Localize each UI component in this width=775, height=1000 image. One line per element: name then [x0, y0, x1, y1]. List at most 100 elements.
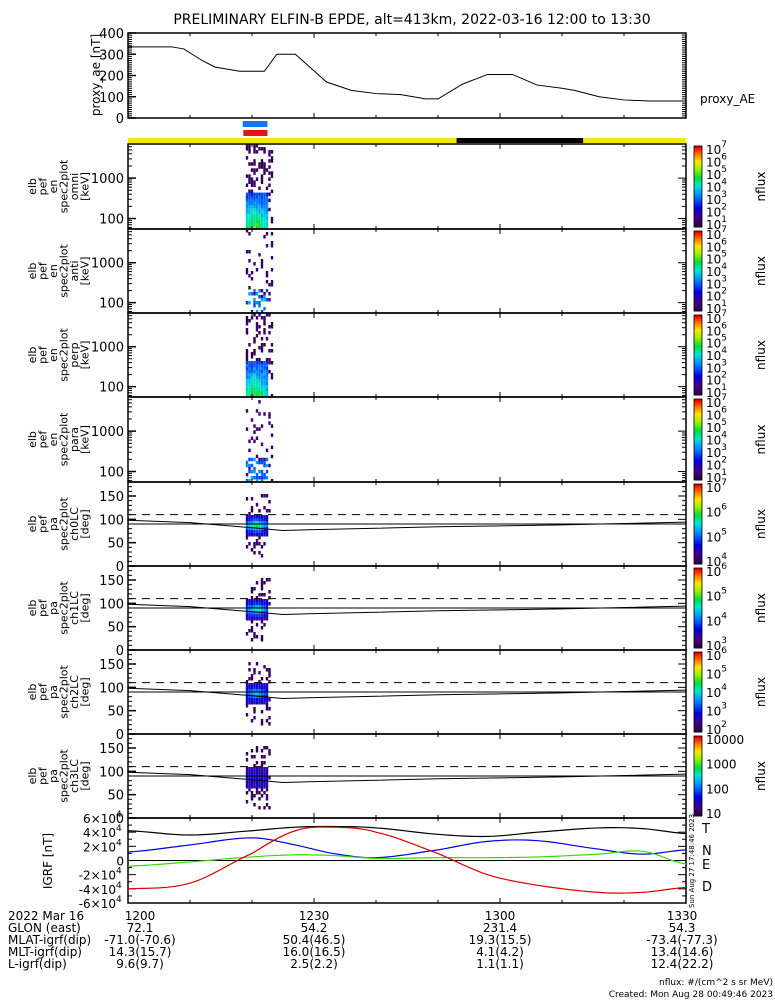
heatmap-cell	[263, 195, 266, 200]
colorbar-segment	[694, 684, 702, 687]
colorbar-tick-exponent: 4	[721, 611, 727, 621]
colorbar-segment	[694, 271, 702, 274]
y-axis-label-line: pa	[47, 517, 60, 531]
colorbar-segment	[694, 780, 702, 783]
y-tick-label: 100	[99, 681, 124, 696]
heatmap-cell	[268, 671, 271, 675]
colorbar-segment	[694, 449, 702, 453]
heatmap-cell	[263, 207, 266, 212]
heatmap-cell	[258, 253, 261, 257]
colorbar-segment	[694, 363, 702, 366]
heatmap-cell	[248, 611, 251, 615]
colorbar-segment	[694, 323, 702, 326]
colorbar-segment	[694, 349, 702, 352]
colorbar-segment	[694, 672, 702, 675]
heatmap-cell	[260, 677, 264, 681]
heatmap-cell	[270, 325, 274, 329]
heatmap-cell	[248, 542, 251, 546]
heatmap-cell	[263, 698, 266, 702]
heatmap-cell	[250, 352, 254, 356]
y-tick-label: 400	[99, 27, 124, 42]
y-axis-label-line: elb	[26, 768, 39, 785]
heatmap-cell	[260, 475, 264, 480]
panel-frame	[127, 228, 687, 314]
heatmap-cell	[263, 165, 266, 169]
heatmap-cell	[263, 665, 266, 669]
colorbar-segment	[694, 461, 702, 465]
heatmap-cell	[248, 364, 251, 368]
heatmap-cell	[265, 614, 269, 618]
colorbar-segment	[694, 249, 702, 252]
y-axis-label-line: pa	[47, 601, 60, 615]
colorbar-segment	[694, 389, 702, 392]
colorbar-segment	[694, 156, 702, 159]
heatmap-cell	[270, 171, 274, 175]
heatmap-cell	[250, 527, 254, 531]
panel-frame	[127, 32, 687, 119]
heatmap-cell	[265, 701, 269, 705]
colorbar-segment	[694, 321, 702, 324]
y-tick-label: 0	[116, 812, 124, 827]
heatmap-cell	[253, 352, 256, 356]
heatmap-cell	[263, 168, 266, 172]
heatmap-cell	[253, 313, 256, 317]
heatmap-cell	[268, 806, 271, 810]
heatmap-cell	[250, 755, 254, 759]
heatmap-cell	[258, 680, 261, 684]
heatmap-cell	[248, 367, 251, 371]
heatmap-cell	[265, 578, 269, 582]
colorbar-segment	[694, 748, 702, 751]
heatmap-cell	[268, 463, 271, 468]
colorbar-segment	[694, 477, 702, 481]
heatmap-cell	[253, 301, 256, 305]
colorbar-segment	[694, 538, 702, 541]
shadow-bar	[456, 138, 584, 143]
colorbar-segment	[694, 273, 702, 276]
heatmap-cell	[265, 210, 269, 215]
colorbar-segment	[694, 578, 702, 581]
heatmap-cell	[265, 219, 269, 224]
colorbar-segment	[694, 413, 702, 416]
heatmap-cell	[258, 542, 261, 546]
heatmap-cell	[255, 168, 259, 172]
heatmap-cell	[255, 788, 259, 792]
colorbar-segment	[694, 770, 702, 773]
heatmap-cell	[258, 686, 261, 690]
colorbar-segment	[694, 614, 702, 617]
colorbar-segment	[694, 536, 702, 539]
heatmap-cell	[250, 367, 254, 371]
colorbar-tick-label: 10	[706, 668, 721, 682]
heatmap-cell	[255, 692, 259, 696]
heatmap-cell	[245, 800, 249, 804]
heatmap-cell	[253, 385, 256, 389]
colorbar-segment	[694, 152, 702, 155]
footer-value: 1330	[667, 909, 698, 923]
heatmap-cell	[248, 701, 251, 705]
heatmap-cell	[268, 165, 271, 169]
heatmap-cell	[265, 677, 269, 681]
heatmap-cell	[253, 466, 256, 471]
heatmap-cell	[265, 788, 269, 792]
heatmap-cell	[263, 463, 266, 468]
colorbar-segment	[694, 337, 702, 340]
colorbar-segment	[694, 343, 702, 346]
colorbar-segment	[694, 488, 702, 491]
heatmap-cell	[248, 767, 251, 771]
colorbar-tick-label: 10	[706, 471, 721, 485]
heatmap-cell	[260, 602, 264, 606]
colorbar-tick-label: 10	[706, 374, 721, 388]
heatmap-cell	[263, 201, 266, 206]
heatmap-cell	[265, 704, 269, 708]
heatmap-cell	[248, 527, 251, 531]
heatmap-cell	[260, 394, 264, 398]
y-tick-exponent: 4	[116, 867, 122, 877]
y-tick-label: 0	[116, 112, 124, 127]
colorbar-segment	[694, 220, 702, 224]
heatmap-cell	[258, 521, 261, 525]
heatmap-cell	[265, 289, 269, 293]
heatmap-cell	[245, 614, 249, 618]
colorbar-tick-label: 10	[706, 807, 721, 821]
heatmap-cell	[245, 201, 249, 206]
heatmap-cell	[258, 671, 261, 675]
heatmap-cell	[263, 623, 266, 627]
